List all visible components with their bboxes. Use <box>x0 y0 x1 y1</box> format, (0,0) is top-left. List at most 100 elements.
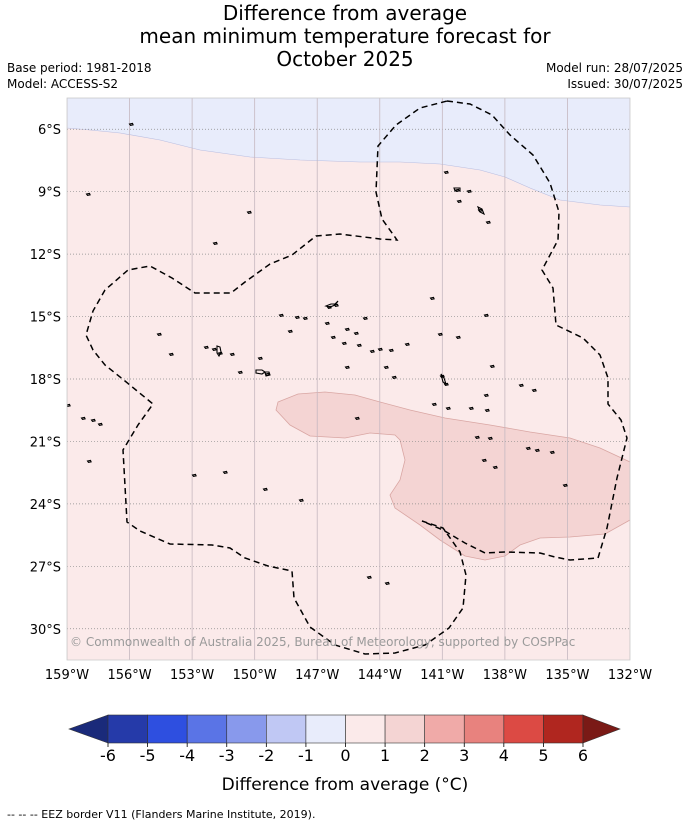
island-outline <box>455 335 461 340</box>
chart-title: Difference from average mean minimum tem… <box>0 2 690 71</box>
lon-label: 156°W <box>107 668 151 683</box>
island-outline <box>484 408 490 413</box>
longitude-labels: 159°W 156°W 153°W 150°W 147°W 144°W 141°W 138°W… <box>45 668 652 683</box>
island-outline <box>354 416 360 421</box>
island-outline <box>369 349 375 354</box>
islands <box>67 122 568 586</box>
colorbar-tick-label: 1 <box>380 746 390 765</box>
island-outline <box>216 345 222 358</box>
colorbar-tick-label: -6 <box>100 746 116 765</box>
island-outline <box>531 388 537 393</box>
colorbar-under-arrow <box>68 714 109 744</box>
lon-label: 144°W <box>358 668 402 683</box>
lon-label: 147°W <box>295 668 339 683</box>
island-outline <box>377 347 383 352</box>
colorbar-cell <box>226 714 267 744</box>
island-outline <box>229 352 235 357</box>
island-outline <box>298 498 304 503</box>
island-outline <box>534 448 540 453</box>
meta-left: Base period: 1981-2018 Model: ACCESS-S2 <box>7 60 152 92</box>
island-outline <box>278 313 284 318</box>
graticule <box>67 98 630 660</box>
colorbar: -6 -5 -4 -3 -2 -1 0 1 2 3 4 5 6 Difference from aver… <box>68 714 621 795</box>
island-outline <box>362 316 368 321</box>
island-outline <box>453 187 461 192</box>
island-outline <box>492 465 498 470</box>
island-outline <box>445 406 451 411</box>
lat-label: 30°S <box>30 623 61 638</box>
island-outline <box>476 205 486 216</box>
island-outline <box>294 315 300 320</box>
island-outline <box>211 347 217 352</box>
model-run: Model run: 28/07/2025 <box>545 61 683 75</box>
island-outline <box>483 313 489 318</box>
island-outline <box>366 575 372 580</box>
island-outline <box>156 332 162 337</box>
anomaly-region-1-to-2 <box>275 391 630 561</box>
title-line-1: Difference from average <box>222 1 468 25</box>
island-outline <box>388 348 394 353</box>
map-plot-area: © Commonwealth of Australia 2025, Bureau… <box>67 98 630 660</box>
island-outline <box>518 383 524 388</box>
island-outline <box>525 446 531 451</box>
lon-label: 159°W <box>45 668 89 683</box>
island-outline <box>168 352 174 357</box>
colorbar-ticks: -6 -5 -4 -3 -2 -1 0 1 2 3 4 5 6 <box>100 743 588 765</box>
latitude-labels: 6°S 9°S 12°S 15°S 18°S 21°S 24°S 27°S 30°S <box>30 123 61 638</box>
island-outline <box>262 487 268 492</box>
colorbar-cell <box>266 714 307 744</box>
issued-date: Issued: 30/07/2025 <box>567 77 683 91</box>
lat-label: 24°S <box>30 498 61 513</box>
island-outline <box>344 327 350 332</box>
copyright-notice: © Commonwealth of Australia 2025, Bureau… <box>70 635 575 649</box>
lat-label: 21°S <box>30 435 61 450</box>
map-frame <box>66 97 631 661</box>
island-outline <box>429 296 435 301</box>
island-outline <box>344 365 350 370</box>
island-outline <box>302 316 308 321</box>
island-outline <box>257 356 263 361</box>
island-outline <box>443 170 449 175</box>
island-outline <box>330 335 336 340</box>
island-outline <box>456 199 462 204</box>
island-outline <box>485 220 491 225</box>
island-outline <box>443 382 449 387</box>
island-outline <box>324 300 339 308</box>
anomaly-region-minus1-to-0 <box>67 98 630 208</box>
colorbar-tick-label: 6 <box>578 746 588 765</box>
colorbar-label: Difference from average (°C) <box>222 775 469 795</box>
island-outline <box>474 435 480 440</box>
lon-label: 153°W <box>170 668 214 683</box>
colorbar-tick-label: 4 <box>499 746 509 765</box>
lon-label: 132°W <box>608 668 652 683</box>
colorbar-cell <box>345 714 386 744</box>
colorbar-tick-label: -5 <box>140 746 156 765</box>
island-outline <box>383 365 389 370</box>
island-outline <box>384 581 390 586</box>
island-outline <box>85 192 91 197</box>
island-outline <box>203 345 209 350</box>
colorbar-cell <box>424 714 465 744</box>
island-outline <box>466 189 472 194</box>
colorbar-tick-label: 0 <box>340 746 350 765</box>
island-outline <box>287 329 293 334</box>
lon-label: 135°W <box>545 668 589 683</box>
base-period: Base period: 1981-2018 <box>7 61 152 75</box>
island-outline <box>468 406 474 411</box>
lat-label: 9°S <box>38 186 61 201</box>
colorbar-cell <box>186 714 228 744</box>
colorbar-tick-label: -4 <box>179 746 195 765</box>
island-outline <box>97 422 103 427</box>
colorbar-cell <box>384 714 425 744</box>
island-outline <box>391 375 397 380</box>
lat-label: 15°S <box>30 311 61 326</box>
lat-label: 27°S <box>30 560 61 575</box>
colorbar-cell <box>107 714 148 744</box>
island-outline <box>341 341 347 346</box>
title-line-3: October 2025 <box>276 47 414 71</box>
title-line-2: mean minimum temperature forecast for <box>139 24 551 48</box>
eez-footnote: -- -- -- EEZ border V11 (Flanders Marine… <box>7 808 316 821</box>
island-outline <box>191 473 197 478</box>
colorbar-tick-label: 2 <box>420 746 430 765</box>
meta-right: Model run: 28/07/2025 Issued: 30/07/2025 <box>546 60 683 92</box>
